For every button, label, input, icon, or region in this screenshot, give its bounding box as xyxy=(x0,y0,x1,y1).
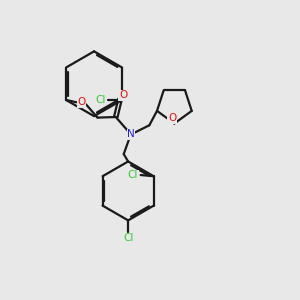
Text: O: O xyxy=(77,97,86,107)
Text: Cl: Cl xyxy=(128,170,138,180)
Text: Cl: Cl xyxy=(96,95,106,105)
Text: O: O xyxy=(119,90,127,100)
Text: Cl: Cl xyxy=(123,233,133,243)
Text: N: N xyxy=(127,129,135,139)
Text: O: O xyxy=(168,113,176,123)
